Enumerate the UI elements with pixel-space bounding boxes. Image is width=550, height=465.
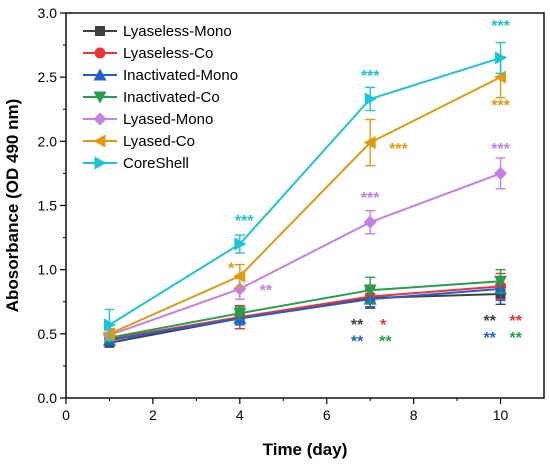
data-point <box>363 284 377 297</box>
significance-label: ** <box>260 282 273 299</box>
series-line <box>108 56 501 326</box>
legend-item: Inactivated-Co <box>83 89 220 106</box>
series-line <box>109 172 501 337</box>
series-coreshell <box>103 41 508 341</box>
series-inactivated-mono <box>102 276 508 346</box>
legend-label: Inactivated-Co <box>123 89 220 106</box>
x-tick-label: 2 <box>149 407 157 423</box>
significance-label: * <box>380 317 387 334</box>
y-tick-label: 2.0 <box>38 133 58 149</box>
legend-label: Lyaseless-Mono <box>123 23 232 40</box>
legend-label: Lyased-Co <box>123 133 195 150</box>
legend-label: Lyaseless-Co <box>123 45 213 62</box>
data-point <box>494 166 508 180</box>
series-line <box>109 285 501 340</box>
data-point <box>234 237 247 251</box>
significance-label: *** <box>491 141 510 158</box>
significance-label: *** <box>235 213 254 230</box>
data-point <box>233 282 247 296</box>
significance-label: ** <box>510 313 523 330</box>
data-point <box>364 92 377 106</box>
legend-marker <box>94 47 106 59</box>
legend-item: Lyaseless-Mono <box>83 23 232 40</box>
chart-axes: 0 2 4 6 8 10 0.0 0.5 1.0 1.5 2.0 2.5 3.0 <box>38 5 545 423</box>
legend-item: Lyaseless-Co <box>83 45 213 62</box>
y-tick-label: 3.0 <box>38 5 58 21</box>
legend-item: Lyased-Co <box>83 133 195 150</box>
chart-legend: Lyaseless-Mono Lyaseless-Co Inactivated-Mo… <box>83 23 238 172</box>
legend-marker <box>93 112 107 126</box>
significance-label: ** <box>351 317 364 334</box>
x-tick-label: 0 <box>62 407 70 423</box>
x-tick-label: 6 <box>323 407 331 423</box>
data-point <box>103 318 116 332</box>
data-point <box>363 136 376 150</box>
significance-label: ** <box>351 334 364 351</box>
y-tick-label: 0.5 <box>38 326 58 342</box>
significance-label: *** <box>361 190 380 207</box>
y-tick-label: 0.0 <box>38 390 58 406</box>
x-tick-label: 10 <box>493 407 509 423</box>
series-lyased-mono <box>102 157 508 342</box>
chart-series <box>102 41 508 348</box>
legend-marker <box>95 26 105 36</box>
legend-item: CoreShell <box>83 155 189 172</box>
significance-label: ** <box>483 330 496 347</box>
y-tick-label: 2.5 <box>38 69 58 85</box>
legend-marker <box>93 134 106 148</box>
x-tick-label: 4 <box>236 407 244 423</box>
data-point <box>233 269 246 283</box>
significance-label: ** <box>379 334 392 351</box>
y-tick-label: 1.5 <box>38 198 58 214</box>
significance-label: *** <box>491 98 510 115</box>
chart-annotations: ***************** *** ************* **** ** <box>228 18 523 351</box>
significance-label: ** <box>483 313 496 330</box>
legend-item: Lyased-Mono <box>83 111 213 128</box>
data-point <box>233 307 247 320</box>
significance-label: * <box>228 261 235 278</box>
series-line <box>109 280 501 339</box>
legend-label: Lyased-Mono <box>123 111 213 128</box>
x-tick-label: 8 <box>410 407 418 423</box>
series-line <box>109 76 501 335</box>
y-axis-title: Abosorbance (OD 490 nm) <box>3 99 22 313</box>
legend-marker <box>94 156 107 170</box>
legend-marker <box>93 68 107 81</box>
legend-label: Inactivated-Mono <box>123 67 238 84</box>
significance-label: *** <box>361 68 380 85</box>
legend-item: Inactivated-Mono <box>83 67 238 84</box>
significance-label: *** <box>389 141 408 158</box>
significance-label: ** <box>510 330 523 347</box>
data-point <box>363 215 377 229</box>
x-axis-title: Time (day) <box>263 440 348 459</box>
legend-marker <box>93 91 107 104</box>
y-tick-label: 1.0 <box>38 262 58 278</box>
series-line <box>109 287 501 342</box>
legend-label: CoreShell <box>123 155 189 172</box>
significance-label: *** <box>491 18 510 35</box>
data-point <box>494 275 508 288</box>
data-point <box>495 51 508 65</box>
